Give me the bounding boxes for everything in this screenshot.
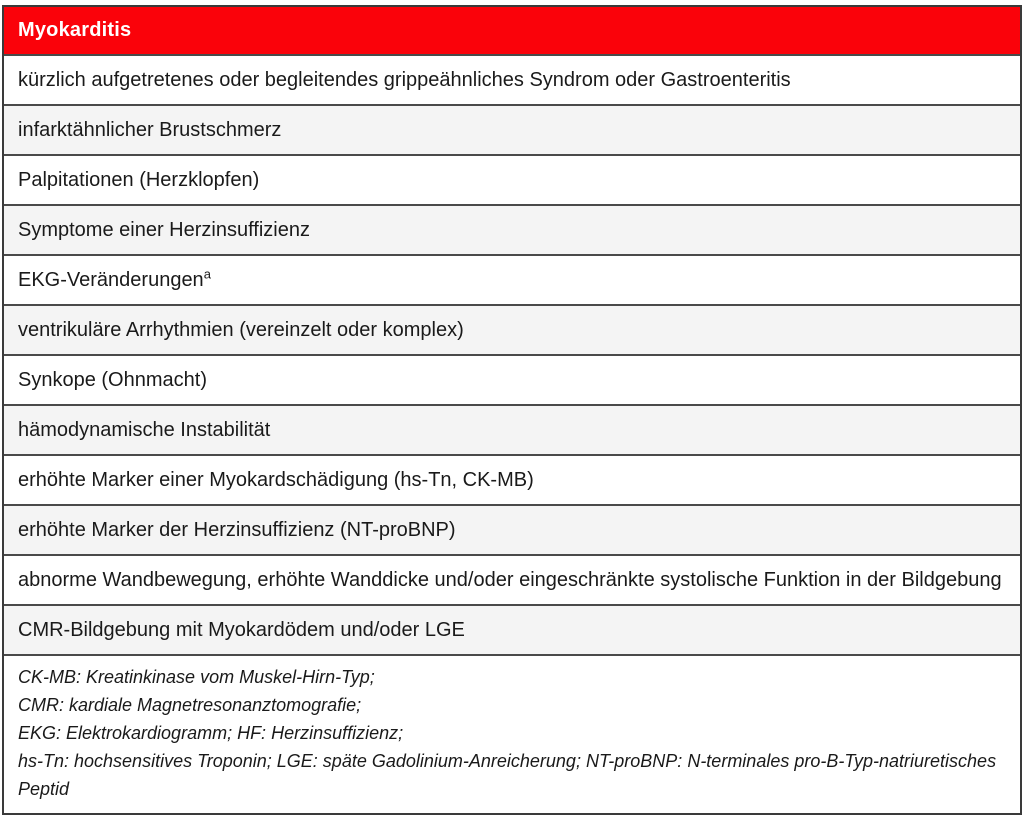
- footnote-line: CMR: kardiale Magnetresonanztomografie;: [18, 695, 362, 715]
- row-text-main: EKG-Veränderungen: [18, 268, 204, 291]
- footnote-marker: a: [203, 265, 211, 281]
- row-text: erhöhte Marker der Herzinsuffizienz (NT-…: [18, 518, 456, 541]
- table-row: EKG-Veränderungena: [4, 254, 1020, 304]
- table-row: CMR-Bildgebung mit Myokardödem und/oder …: [4, 604, 1020, 654]
- criteria-rows: kürzlich aufgetretenes oder begleitendes…: [4, 54, 1020, 654]
- table-footnotes: CK-MB: Kreatinkinase vom Muskel-Hirn-Typ…: [4, 654, 1020, 813]
- row-text: CMR-Bildgebung mit Myokardödem und/oder …: [18, 618, 465, 641]
- row-text: ventrikuläre Arrhythmien (vereinzelt ode…: [18, 318, 464, 341]
- table-row: hämodynamische Instabilität: [4, 404, 1020, 454]
- table-row: kürzlich aufgetretenes oder begleitendes…: [4, 54, 1020, 104]
- row-text: infarktähnlicher Brustschmerz: [18, 118, 282, 141]
- table-header: Myokarditis: [4, 7, 1020, 54]
- table-row: ventrikuläre Arrhythmien (vereinzelt ode…: [4, 304, 1020, 354]
- row-text: EKG-Veränderungena: [18, 265, 211, 292]
- footnote-line: hs-Tn: hochsensitives Troponin; LGE: spä…: [18, 751, 997, 799]
- row-text: hämodynamische Instabilität: [18, 418, 271, 441]
- table-row: abnorme Wandbewegung, erhöhte Wanddicke …: [4, 554, 1020, 604]
- table-title: Myokarditis: [18, 19, 132, 41]
- table-row: erhöhte Marker einer Myokardschädigung (…: [4, 454, 1020, 504]
- myokarditis-table: Myokarditis kürzlich aufgetretenes oder …: [2, 5, 1022, 815]
- row-text: Palpitationen (Herzklopfen): [18, 168, 260, 191]
- row-text: abnorme Wandbewegung, erhöhte Wanddicke …: [18, 568, 1002, 591]
- row-text: Synkope (Ohnmacht): [18, 368, 207, 391]
- table-row: infarktähnlicher Brustschmerz: [4, 104, 1020, 154]
- footnote-line: CK-MB: Kreatinkinase vom Muskel-Hirn-Typ…: [18, 667, 375, 687]
- table-row: Symptome einer Herzinsuffizienz: [4, 204, 1020, 254]
- row-text: erhöhte Marker einer Myokardschädigung (…: [18, 468, 534, 491]
- table-row: erhöhte Marker der Herzinsuffizienz (NT-…: [4, 504, 1020, 554]
- table-row: Synkope (Ohnmacht): [4, 354, 1020, 404]
- row-text: Symptome einer Herzinsuffizienz: [18, 218, 310, 241]
- row-text: kürzlich aufgetretenes oder begleitendes…: [18, 68, 791, 91]
- footnote-line: EKG: Elektrokardiogramm; HF: Herzinsuffi…: [18, 723, 404, 743]
- table-row: Palpitationen (Herzklopfen): [4, 154, 1020, 204]
